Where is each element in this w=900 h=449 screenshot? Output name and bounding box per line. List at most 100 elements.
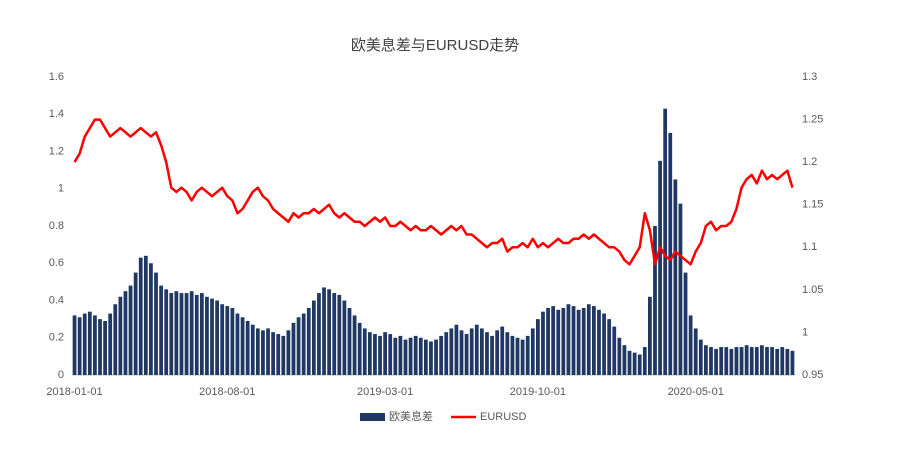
bar [373, 334, 377, 375]
bar [205, 296, 209, 375]
bar [653, 226, 657, 375]
bar [648, 296, 652, 375]
bar [413, 335, 418, 375]
bar [439, 335, 444, 375]
y-tick-label: 1.2 [49, 145, 64, 157]
bar [459, 330, 464, 375]
bar [322, 287, 326, 375]
bar [199, 293, 204, 375]
bar [668, 132, 673, 375]
bar [658, 160, 662, 375]
bar [490, 335, 494, 375]
bar [673, 179, 678, 375]
bar [98, 319, 102, 375]
bar [754, 347, 759, 375]
bar [719, 347, 724, 375]
bar [744, 345, 749, 375]
bar [235, 313, 240, 375]
bar [271, 332, 276, 375]
bar [184, 293, 189, 375]
legend-label: EURUSD [480, 411, 527, 423]
bar [449, 328, 454, 375]
y2-tick-label: 1.3 [802, 71, 817, 83]
y-tick-label: 0.2 [49, 332, 64, 344]
bar [500, 326, 505, 375]
bar [342, 300, 347, 375]
bar [591, 306, 596, 375]
bar [607, 319, 612, 375]
bar [367, 332, 372, 375]
y-tick-label: 1 [58, 183, 64, 195]
bar [627, 350, 632, 375]
y2-tick-label: 1 [802, 326, 808, 338]
bar [714, 348, 718, 375]
y2-tick-label: 1.1 [802, 241, 817, 253]
bar [276, 334, 281, 375]
y-tick-label: 0.4 [49, 294, 64, 306]
y-tick-label: 0.8 [49, 220, 64, 232]
bar [113, 304, 118, 375]
bar [311, 300, 316, 375]
bar [255, 328, 260, 375]
chart-title: 欧美息差与EURUSD走势 [351, 37, 519, 54]
legend-swatch [360, 413, 385, 421]
bar [143, 255, 148, 375]
bar [169, 293, 174, 375]
bar [174, 291, 179, 375]
bar [93, 315, 97, 375]
bar [179, 293, 184, 375]
bar [765, 347, 769, 375]
bar [250, 324, 255, 375]
bar [77, 317, 82, 375]
bar [760, 345, 764, 375]
bar [602, 313, 606, 375]
bar [474, 324, 479, 375]
bar [556, 309, 561, 375]
bar [586, 304, 591, 375]
bar [383, 332, 388, 375]
bar [515, 337, 520, 375]
bar [230, 307, 235, 375]
bar [189, 291, 194, 375]
bar [612, 326, 617, 375]
bar [510, 335, 515, 375]
bar [261, 330, 265, 375]
bar [678, 203, 683, 375]
y2-tick-label: 1.2 [802, 156, 817, 168]
bar [103, 320, 107, 375]
bar [622, 345, 627, 375]
bar [541, 311, 545, 375]
y-tick-label: 1.4 [49, 108, 64, 120]
bar [749, 347, 754, 375]
y-tick-label: 0 [58, 369, 64, 381]
bar [347, 307, 352, 375]
x-tick-label: 2018-01-01 [46, 386, 102, 398]
bar [642, 347, 647, 375]
bar [215, 300, 219, 375]
x-tick-label: 2018-08-01 [199, 386, 255, 398]
bar [118, 296, 123, 375]
bar [729, 348, 734, 375]
legend-label: 欧美息差 [389, 409, 433, 423]
bar [571, 306, 576, 375]
bar [296, 317, 301, 375]
bar [220, 304, 225, 375]
bar [561, 307, 566, 375]
bar [337, 294, 342, 375]
x-tick-label: 2019-03-01 [357, 386, 413, 398]
bar [286, 330, 291, 375]
bar [327, 289, 332, 375]
bar [597, 309, 601, 375]
bar [535, 319, 540, 375]
y2-tick-label: 1.15 [802, 199, 823, 211]
bar [281, 335, 286, 375]
bar [546, 307, 550, 375]
bar [739, 347, 744, 375]
bar [464, 334, 469, 375]
bar [301, 313, 306, 375]
bar [362, 328, 367, 375]
bar [444, 332, 449, 375]
bar [688, 315, 693, 375]
bar [123, 291, 128, 375]
